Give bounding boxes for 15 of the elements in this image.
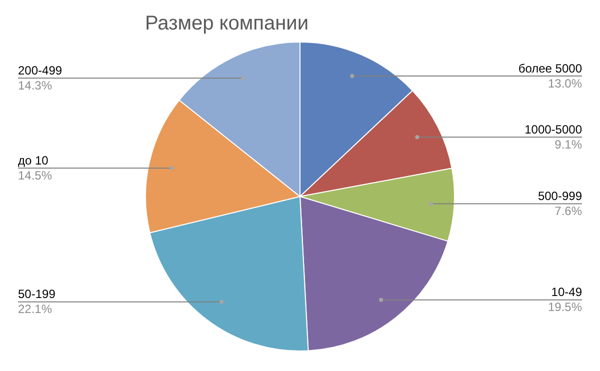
slice-label: 1000-5000	[524, 122, 582, 136]
data-label: 19.5%	[548, 300, 582, 314]
data-label: 9.1%	[554, 137, 582, 152]
slice-label: 500-999	[538, 189, 582, 204]
data-label: 7.6%	[554, 204, 582, 218]
data-label: 14.5%	[18, 168, 52, 182]
data-label: 14.3%	[18, 78, 52, 92]
slice-label: 200-499	[18, 63, 62, 78]
slice-label: более 5000	[518, 61, 582, 76]
data-label: 13.0%	[548, 76, 582, 90]
data-label: 22.1%	[18, 302, 52, 316]
slice-label: 10-49	[551, 285, 582, 300]
slice-label: до 10	[18, 153, 49, 168]
slice-label: 50-199	[18, 287, 56, 302]
chart-title: Размер компании	[145, 12, 308, 35]
